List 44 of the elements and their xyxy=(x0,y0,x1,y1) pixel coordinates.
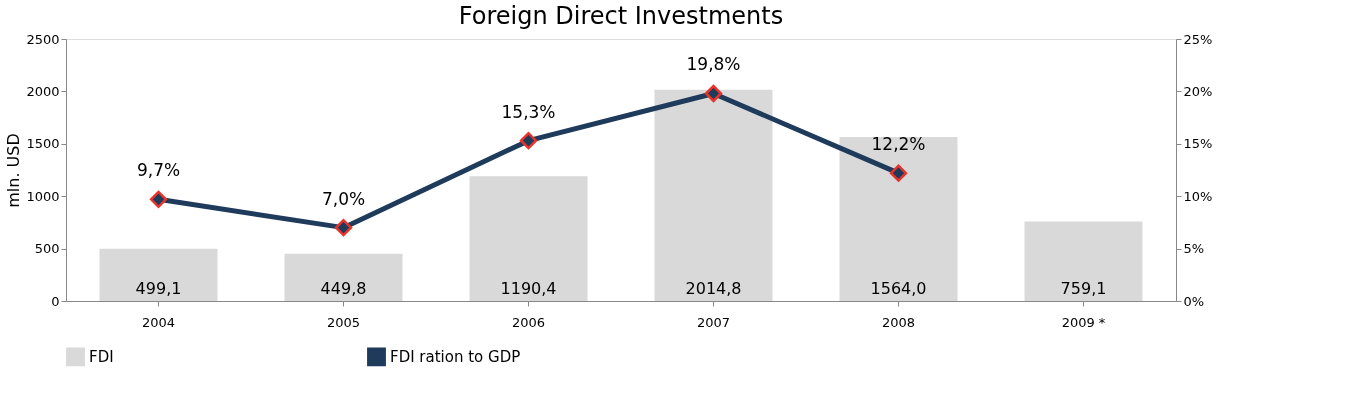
point xyxy=(519,131,538,150)
legend-label: FDI ration to GDP xyxy=(390,347,521,366)
data-label: 9,7% xyxy=(136,160,181,181)
x-tick-label: 2009 * xyxy=(1061,314,1106,330)
y-tick-label: 1500 xyxy=(26,136,60,152)
y-tick-label: 1000 xyxy=(26,188,60,204)
data-label: 449,8 xyxy=(320,279,367,298)
data-label: 1190,4 xyxy=(500,279,557,298)
data-label: 7,0% xyxy=(321,188,366,209)
y2-tick-label: 10% xyxy=(1183,188,1213,204)
bar xyxy=(469,176,588,301)
x-tick-label: 2005 xyxy=(326,314,361,330)
point xyxy=(889,164,908,182)
data-label: 2014,8 xyxy=(685,279,742,298)
y2-tick-label: 20% xyxy=(1183,83,1213,99)
y-tick-label: 0 xyxy=(51,293,60,309)
bar xyxy=(654,89,773,301)
x-tick-label: 2004 xyxy=(141,314,176,330)
point xyxy=(334,218,353,237)
y2-tick-label: 0% xyxy=(1183,293,1205,309)
data-label: 12,2% xyxy=(871,134,926,155)
bar xyxy=(1024,221,1143,301)
point xyxy=(704,84,723,103)
legend-label: FDI xyxy=(89,347,114,366)
data-label: 499,1 xyxy=(135,279,182,298)
bar xyxy=(284,253,403,301)
y-tick-label: 2000 xyxy=(26,83,60,99)
data-label: 759,1 xyxy=(1060,279,1107,298)
data-label: 19,8% xyxy=(686,54,741,75)
bar xyxy=(839,137,958,301)
y2-tick-label: 25% xyxy=(1183,31,1213,47)
bar xyxy=(99,248,218,301)
x-tick-label: 2008 xyxy=(881,314,916,330)
chart-title: Foreign Direct Investments xyxy=(458,2,784,30)
y2-tick-label: 5% xyxy=(1183,241,1205,257)
y-tick-label: 2500 xyxy=(26,31,60,47)
data-label: 1564,0 xyxy=(870,279,927,298)
y-tick-label: 500 xyxy=(34,241,60,257)
x-tick-label: 2006 xyxy=(511,314,546,330)
y-axis-title: mln. USD xyxy=(4,133,24,208)
point xyxy=(149,190,168,209)
data-label: 15,3% xyxy=(501,101,556,122)
y2-tick-label: 15% xyxy=(1183,136,1213,152)
x-tick-label: 2007 xyxy=(696,314,731,330)
